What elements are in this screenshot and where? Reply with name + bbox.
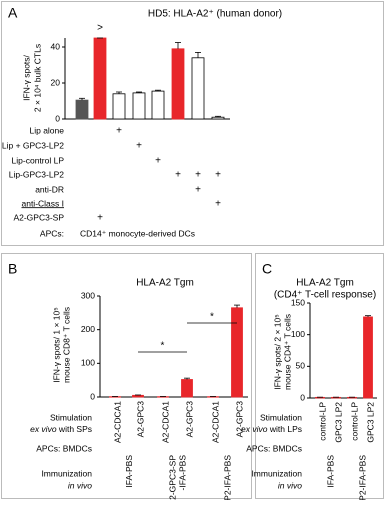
x-tick-label: GPC3 LP2 [333, 402, 343, 443]
y-tick-label: 200 [81, 324, 95, 334]
bar [231, 307, 243, 398]
x-tick-label: A2-GPC3 [184, 401, 194, 438]
y-axis-label: mouse CD4⁺ T cells [282, 314, 292, 390]
bar [132, 394, 144, 398]
group-label: A2-GPC3-SP [167, 455, 177, 500]
panel-letter: A [8, 5, 18, 21]
bar [363, 316, 373, 399]
immunization-label: Immunization [41, 468, 92, 478]
chart-title: HLA-A2 Tgm [136, 278, 194, 289]
condition-mark: + [116, 126, 122, 137]
bar [191, 57, 205, 120]
x-tick-label: control-LP [317, 402, 327, 441]
x-tick-label: A2-CDCA1 [112, 401, 122, 443]
condition-mark: + [155, 156, 161, 167]
panel-letter: C [262, 261, 272, 277]
overflow-mark: > [97, 23, 103, 34]
bar [151, 90, 165, 120]
y-tick-label: 0 [90, 391, 95, 401]
stimulation-label: Stimulation [50, 412, 92, 422]
y-tick-label: 50 [296, 361, 306, 371]
stimulation-rest: with SPs [57, 424, 92, 434]
stimulation-label: ex vivo with LPs [241, 424, 302, 434]
y-tick-label: 20 [51, 77, 61, 87]
bar [112, 93, 126, 120]
x-tick-label: A2-GPC3 [234, 401, 244, 438]
immunization-italic: in vivo [68, 480, 92, 490]
apcs-value: CD14⁺ monocyte-derived DCs [80, 228, 195, 238]
bar [211, 116, 225, 120]
panel-frame [255, 253, 384, 499]
condition-mark: + [175, 170, 181, 181]
y-tick-label: 40 [51, 41, 61, 51]
stimulation-label: ex vivo with SPs [30, 424, 92, 434]
apcs-label: APCs: BMDCs [246, 443, 302, 453]
y-tick-label: 100 [81, 358, 95, 368]
immunization-label: Immunization [251, 468, 302, 478]
condition-label: Lip-control LP [12, 155, 65, 165]
y-tick-label: 100 [291, 329, 305, 339]
y-tick-label: 300 [81, 290, 95, 300]
group-label: -IFA-PBS [177, 455, 187, 491]
condition-label: Lip + GPC3-LP2 [2, 140, 64, 150]
stimulation-rest: with LPs [268, 424, 303, 434]
bar [171, 48, 185, 120]
condition-mark: + [136, 141, 142, 152]
x-tick-label: A2-GPC3 [135, 401, 145, 438]
apcs-label: APCs: [40, 228, 64, 238]
bar [181, 379, 193, 398]
x-tick-label: control-LP [349, 402, 359, 441]
bar [132, 92, 146, 120]
y-axis-label: IFN-γ spots/ 1 × 10⁵ [51, 307, 61, 383]
y-tick-label: 0 [55, 113, 60, 123]
bar [93, 37, 107, 120]
panel-frame [1, 253, 252, 499]
y-axis-label: IFN-γ spots/ [21, 54, 31, 100]
chart-title: HD5: HLA-A2⁺ (human donor) [148, 9, 282, 20]
group-label: IFA-PBS [124, 455, 134, 488]
significance-label: * [161, 341, 165, 352]
stimulation-label: Stimulation [260, 412, 302, 422]
stimulation-italic: ex vivo [241, 424, 268, 434]
chart-title: (CD4⁺ T-cell response) [274, 290, 376, 301]
y-axis-label: mouse CD8⁺ T cells [61, 307, 71, 383]
x-tick-label: GPC3 LP2 [365, 402, 375, 443]
stimulation-italic: ex vivo [30, 424, 57, 434]
condition-label: Lip alone [29, 125, 64, 135]
condition-label: Lip-GPC3-LP2 [9, 169, 65, 179]
y-tick-label: 150 [291, 297, 305, 307]
significance-label: * [210, 312, 214, 323]
panel-letter: B [8, 261, 17, 277]
group-label: LP2-IFA-PBS [222, 455, 232, 500]
condition-mark: + [97, 213, 103, 224]
condition-label: A2-GPC3-SP [13, 212, 64, 222]
immunization-italic: in vivo [278, 480, 302, 490]
condition-mark: + [195, 170, 201, 181]
condition-label: anti-Class I [21, 198, 64, 208]
y-axis-label: 2 × 10⁴ bulk CTLs [32, 44, 42, 112]
condition-label: anti-DR [35, 184, 64, 194]
group-label: IFA-PBS [325, 455, 335, 488]
y-axis-label: IFN-γ spots/ 2 × 10⁵ [272, 314, 282, 390]
chart-title: HLA-A2 Tgm [296, 278, 354, 289]
y-tick-label: 0 [300, 392, 305, 402]
condition-mark: + [195, 185, 201, 196]
bar [75, 99, 89, 120]
condition-mark: + [215, 170, 221, 181]
condition-mark: + [215, 199, 221, 210]
x-tick-label: A2-CDCA1 [210, 401, 220, 443]
group-label: LP2-IFA-PBS [357, 455, 367, 500]
panel-frame [1, 1, 384, 246]
x-tick-label: A2-CDCA1 [160, 401, 170, 443]
apcs-label: APCs: BMDCs [36, 443, 92, 453]
